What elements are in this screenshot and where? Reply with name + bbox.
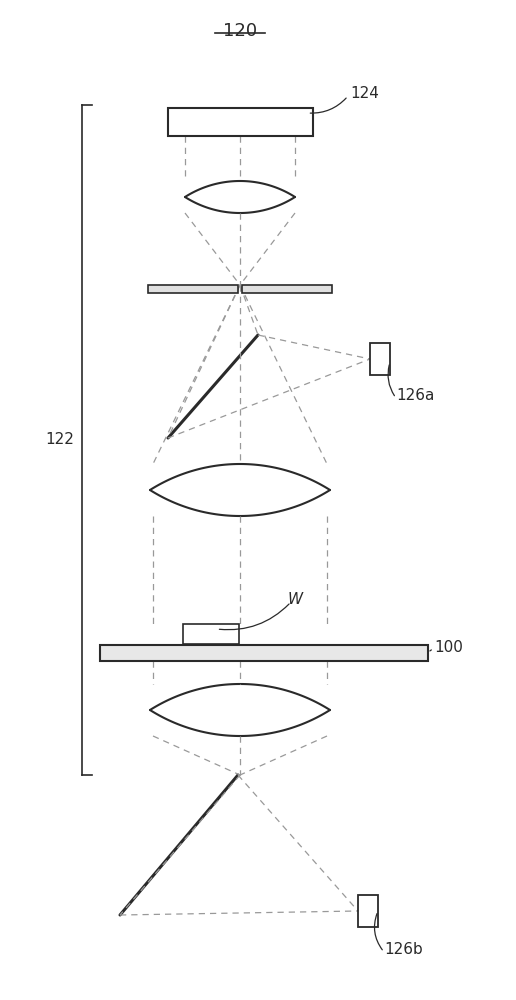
Text: 126b: 126b xyxy=(384,942,423,958)
Bar xyxy=(242,285,332,293)
Text: W: W xyxy=(287,592,302,607)
Bar xyxy=(183,624,239,644)
Text: 100: 100 xyxy=(434,641,463,656)
Bar xyxy=(100,645,428,661)
Text: 124: 124 xyxy=(350,86,379,101)
Text: 122: 122 xyxy=(45,432,74,448)
Bar xyxy=(148,285,238,293)
Text: 120: 120 xyxy=(223,22,257,40)
Text: 126a: 126a xyxy=(396,387,434,402)
Bar xyxy=(358,895,378,927)
Bar xyxy=(370,343,390,375)
Bar xyxy=(168,108,313,136)
